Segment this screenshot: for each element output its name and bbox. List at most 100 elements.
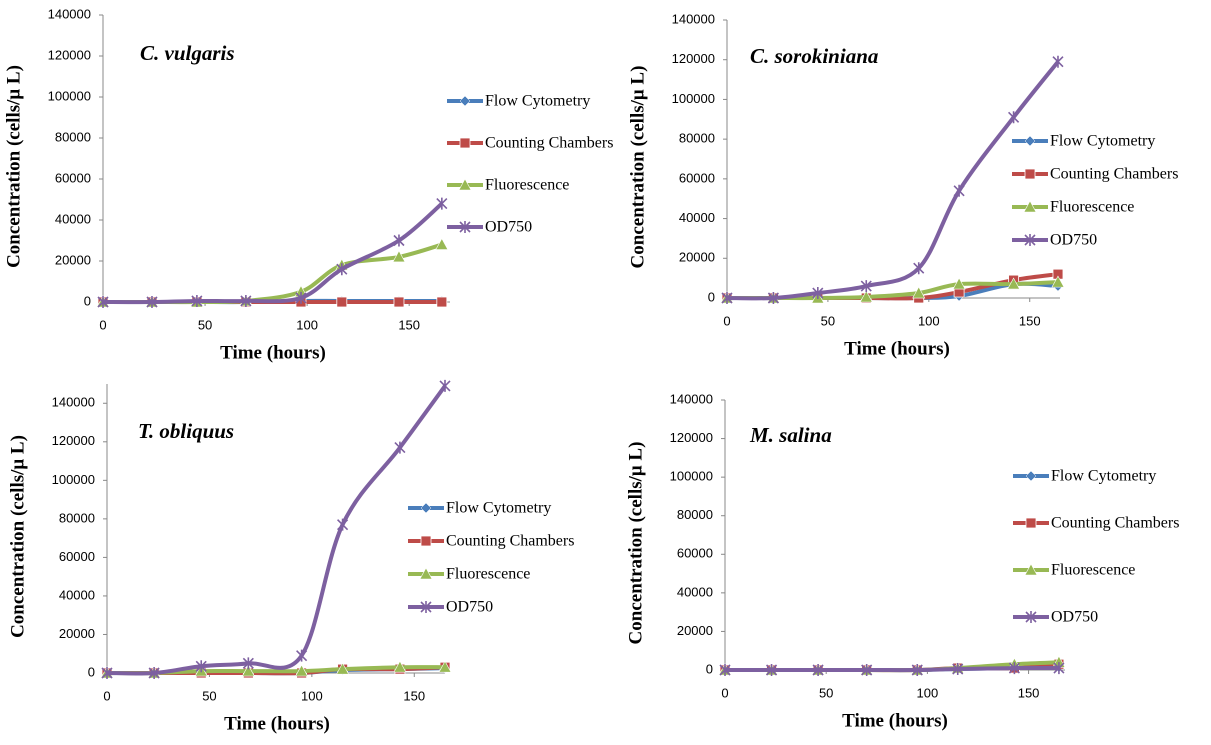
marker xyxy=(295,664,309,677)
legend-marker xyxy=(420,502,432,514)
y-tick-label: 20000 xyxy=(55,252,91,267)
marker xyxy=(1052,55,1064,68)
x-axis-label: Time (hours) xyxy=(224,713,330,734)
legend-label: Flow Cytometry xyxy=(485,93,590,110)
y-tick-label: 120000 xyxy=(670,430,713,445)
legend-label: Counting Chambers xyxy=(446,533,574,550)
marker xyxy=(436,197,448,210)
series-line xyxy=(106,384,447,676)
legend-marker xyxy=(459,221,471,233)
marker xyxy=(859,290,873,303)
y-tick-label: 40000 xyxy=(679,210,715,225)
legend-marker xyxy=(1024,135,1036,147)
x-tick-label: 150 xyxy=(1018,685,1040,700)
x-tick-label: 0 xyxy=(103,688,110,703)
x-tick-label: 150 xyxy=(398,317,420,332)
marker xyxy=(435,237,449,250)
x-axis-label: Time (hours) xyxy=(842,710,948,731)
marker xyxy=(240,294,252,307)
y-tick-label: 140000 xyxy=(670,391,713,406)
marker xyxy=(860,280,872,293)
legend-label: Counting Chambers xyxy=(1050,166,1178,183)
y-tick-label: 120000 xyxy=(672,51,715,66)
y-tick-label: 60000 xyxy=(55,170,91,185)
marker xyxy=(146,296,158,308)
x-tick-label: 100 xyxy=(917,685,939,700)
x-tick-label: 50 xyxy=(198,317,212,332)
legend-marker xyxy=(1025,470,1037,482)
y-tick-label: 140000 xyxy=(672,11,715,26)
y-tick-label: 120000 xyxy=(48,47,91,62)
marker xyxy=(1053,662,1065,675)
marker xyxy=(393,234,405,247)
y-tick-label: 140000 xyxy=(52,395,95,410)
marker xyxy=(296,649,308,662)
y-tick-label: 100000 xyxy=(48,88,91,103)
chart-title: M. salina xyxy=(749,423,832,447)
chart-panel: 0 20000 40000 60000 80000 100000 120000 140000 0… xyxy=(627,11,1178,359)
legend-label: Flow Cytometry xyxy=(446,500,551,517)
legend-label: OD750 xyxy=(1050,232,1097,249)
y-tick-label: 100000 xyxy=(52,472,95,487)
x-tick-label: 150 xyxy=(403,688,425,703)
legend-marker xyxy=(420,535,432,547)
x-tick-label: 0 xyxy=(99,317,106,332)
marker xyxy=(241,664,255,677)
marker xyxy=(911,664,923,676)
marker xyxy=(392,250,406,263)
x-tick-label: 0 xyxy=(723,313,730,328)
marker xyxy=(812,664,824,676)
y-tick-label: 0 xyxy=(706,661,713,676)
marker xyxy=(394,441,406,454)
chart-title: C. sorokiniana xyxy=(750,44,878,68)
y-axis-label: Concentration (cells/μ L) xyxy=(627,66,648,269)
y-tick-label: 20000 xyxy=(59,626,95,641)
y-axis-label: Concentration (cells/μ L) xyxy=(7,435,28,638)
y-tick-label: 80000 xyxy=(679,131,715,146)
marker xyxy=(767,292,779,304)
marker xyxy=(242,657,254,670)
y-tick-label: 80000 xyxy=(59,510,95,525)
series-line xyxy=(726,60,1060,301)
y-tick-label: 20000 xyxy=(679,250,715,265)
x-tick-label: 50 xyxy=(202,688,216,703)
y-tick-label: 100000 xyxy=(672,91,715,106)
y-axis-label: Concentration (cells/μ L) xyxy=(625,442,646,645)
x-axis-label: Time (hours) xyxy=(220,342,326,363)
y-tick-label: 40000 xyxy=(59,587,95,602)
marker xyxy=(719,664,731,676)
marker xyxy=(952,663,964,676)
legend-label: Flow Cytometry xyxy=(1050,133,1155,150)
marker xyxy=(101,667,113,679)
legend-marker xyxy=(419,567,433,580)
x-tick-label: 50 xyxy=(819,685,833,700)
legend-marker xyxy=(1025,517,1037,529)
marker xyxy=(295,291,307,304)
legend-marker xyxy=(459,137,471,149)
legend-marker xyxy=(1024,168,1036,180)
y-tick-label: 80000 xyxy=(677,507,713,522)
marker xyxy=(1008,111,1020,124)
y-tick-label: 120000 xyxy=(52,433,95,448)
legend-label: Flow Cytometry xyxy=(1051,468,1156,485)
legend-marker xyxy=(459,95,471,107)
legend-marker xyxy=(420,601,432,613)
y-axis-label: Concentration (cells/μ L) xyxy=(3,65,24,268)
chart-panel: 0 20000 40000 60000 80000 100000 120000 140000 0… xyxy=(7,379,574,734)
marker xyxy=(195,660,207,673)
marker xyxy=(439,379,451,392)
legend-marker xyxy=(1024,234,1036,246)
x-tick-label: 100 xyxy=(918,313,940,328)
legend-label: Fluorescence xyxy=(1050,199,1134,216)
y-tick-label: 0 xyxy=(84,293,91,308)
marker xyxy=(191,294,203,307)
legend-label: Fluorescence xyxy=(446,566,530,583)
series-line xyxy=(103,242,443,305)
marker xyxy=(337,518,349,531)
x-tick-label: 50 xyxy=(821,313,835,328)
marker xyxy=(1051,275,1065,288)
y-tick-label: 60000 xyxy=(59,549,95,564)
chart-title: T. obliquus xyxy=(138,419,234,443)
marker xyxy=(765,664,778,676)
